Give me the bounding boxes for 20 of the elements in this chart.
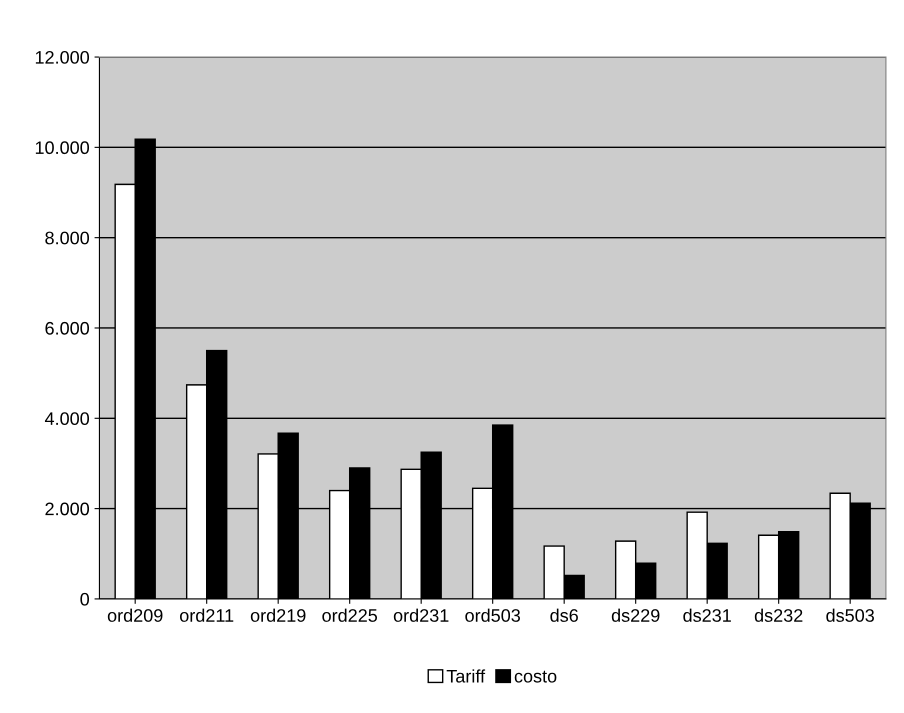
x-tick-label: ds232	[754, 608, 802, 622]
x-tick-label: ord219	[250, 608, 306, 622]
x-tick-label: ds6	[550, 608, 578, 622]
legend-label: Tariff	[446, 669, 486, 683]
x-tick-label: ds229	[612, 608, 660, 622]
y-tick-label: 12.000	[36, 50, 90, 64]
x-tick-label: ord211	[180, 608, 234, 622]
legend-label: costo	[514, 670, 556, 683]
y-tick-label: 10.000	[36, 141, 90, 154]
y-tick-label: 4.000	[44, 412, 90, 426]
y-tick-label: 0	[80, 592, 90, 606]
x-tick-label: ds503	[826, 608, 874, 622]
y-tick-label: 6.000	[45, 322, 90, 335]
x-tick-label: ord225	[322, 608, 378, 622]
y-tick-label: 8.000	[45, 232, 90, 244]
y-tick-label: 2.000	[45, 502, 90, 516]
x-tick-label: ord503	[465, 608, 520, 622]
x-tick-label: ds231	[683, 608, 731, 622]
x-tick-label: ord231	[394, 608, 448, 622]
x-tick-label: ord209	[108, 608, 162, 622]
